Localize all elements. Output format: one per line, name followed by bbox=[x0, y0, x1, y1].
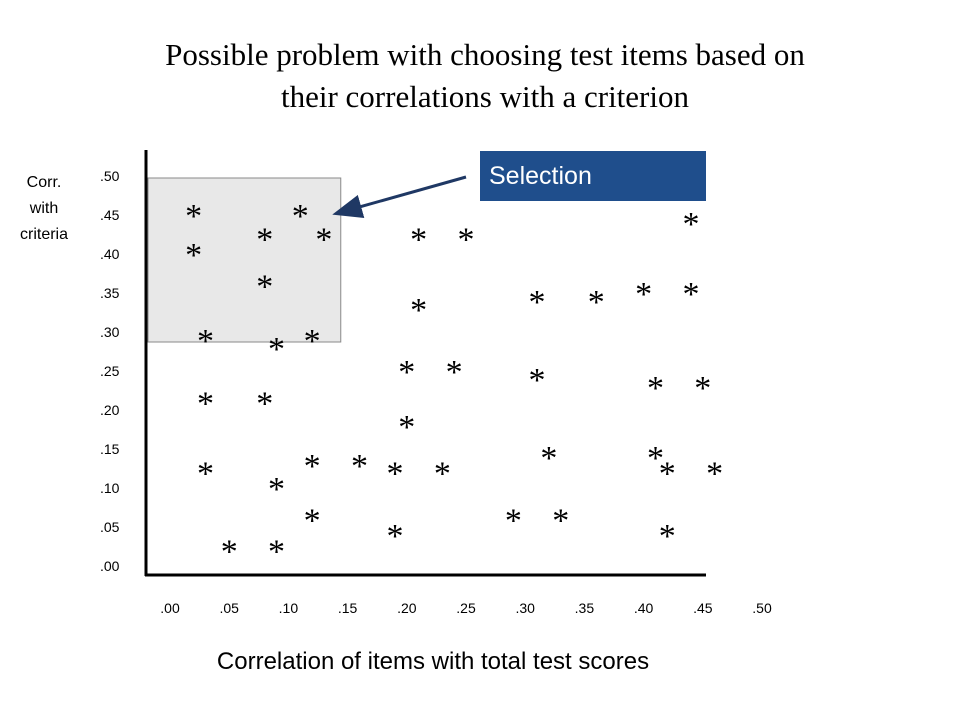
y-tick-label: .10 bbox=[100, 480, 120, 496]
data-point: * bbox=[256, 222, 273, 259]
y-tick-label: .30 bbox=[100, 324, 120, 340]
chart-title-line-1: Possible problem with choosing test item… bbox=[165, 37, 805, 72]
y-tick-label: .05 bbox=[100, 519, 120, 535]
x-tick-label: .35 bbox=[575, 600, 595, 616]
data-point: * bbox=[434, 456, 451, 493]
data-point: * bbox=[410, 222, 427, 259]
y-axis-label-line-2: with bbox=[29, 200, 59, 217]
x-tick-labels: .00 .05 .10 .15 .20 .25 .30 .35 .40 .45 .50 bbox=[160, 600, 772, 616]
data-point: * bbox=[197, 456, 214, 493]
y-tick-label: .00 bbox=[100, 558, 120, 574]
data-point: * bbox=[647, 440, 664, 477]
data-point: * bbox=[588, 284, 605, 321]
data-point: * bbox=[694, 370, 711, 407]
y-tick-label: .25 bbox=[100, 363, 120, 379]
data-point: * bbox=[647, 370, 664, 407]
x-tick-label: .10 bbox=[279, 600, 299, 616]
x-tick-label: .45 bbox=[693, 600, 713, 616]
x-tick-label: .00 bbox=[160, 600, 180, 616]
data-point: * bbox=[682, 276, 699, 313]
data-point: * bbox=[552, 502, 569, 539]
data-point: * bbox=[386, 456, 403, 493]
data-point: * bbox=[185, 198, 202, 235]
x-tick-label: .15 bbox=[338, 600, 358, 616]
data-point: * bbox=[458, 222, 475, 259]
data-point: * bbox=[256, 385, 273, 422]
data-point: * bbox=[304, 448, 321, 485]
data-point: * bbox=[197, 385, 214, 422]
x-tick-label: .25 bbox=[456, 600, 476, 616]
y-tick-label: .40 bbox=[100, 246, 120, 262]
data-point: * bbox=[635, 276, 652, 313]
x-tick-label: .20 bbox=[397, 600, 417, 616]
data-point: * bbox=[398, 409, 415, 446]
x-tick-label: .40 bbox=[634, 600, 654, 616]
y-axis-label: Corr. with criteria bbox=[2, 170, 86, 248]
selection-label: Selection bbox=[489, 161, 592, 190]
data-point: * bbox=[304, 502, 321, 539]
y-tick-label: .20 bbox=[100, 402, 120, 418]
data-point: * bbox=[185, 237, 202, 274]
data-point: * bbox=[682, 206, 699, 243]
data-point: * bbox=[221, 534, 238, 571]
data-point: * bbox=[292, 198, 309, 235]
y-axis-label-line-1: Corr. bbox=[26, 174, 62, 191]
data-point: * bbox=[256, 268, 273, 305]
data-point: * bbox=[268, 471, 285, 508]
selection-region bbox=[147, 177, 342, 343]
data-point: * bbox=[315, 222, 332, 259]
chart-title-line-2: their correlations with a criterion bbox=[280, 79, 689, 114]
x-tick-label: .50 bbox=[752, 600, 772, 616]
data-point: * bbox=[410, 292, 427, 329]
data-point: * bbox=[505, 502, 522, 539]
y-tick-labels: .00 .05 .10 .15 .20 .25 .30 .35 .40 .45 .50 bbox=[100, 168, 120, 574]
data-point: * bbox=[659, 518, 676, 555]
data-point: * bbox=[540, 440, 557, 477]
y-tick-label: .35 bbox=[100, 285, 120, 301]
y-axis-label-line-3: criteria bbox=[19, 226, 68, 243]
x-tick-label: .30 bbox=[515, 600, 535, 616]
selection-label-box: Selection bbox=[480, 151, 706, 201]
data-point: * bbox=[398, 354, 415, 391]
y-tick-label: .15 bbox=[100, 441, 120, 457]
data-point: * bbox=[386, 518, 403, 555]
data-point: * bbox=[706, 456, 723, 493]
x-axis-label: Correlation of items with total test sco… bbox=[216, 648, 650, 675]
y-tick-label: .45 bbox=[100, 207, 120, 223]
data-point: * bbox=[446, 354, 463, 391]
data-point: * bbox=[268, 331, 285, 368]
data-point: * bbox=[529, 284, 546, 321]
data-point: * bbox=[268, 534, 285, 571]
data-point: * bbox=[351, 448, 368, 485]
selection-arrow bbox=[332, 175, 467, 219]
data-point: * bbox=[197, 323, 214, 360]
x-tick-label: .05 bbox=[219, 600, 239, 616]
chart-title: Possible problem with choosing test item… bbox=[60, 34, 910, 118]
data-point: * bbox=[529, 362, 546, 399]
data-point: * bbox=[659, 456, 676, 493]
y-tick-label: .50 bbox=[100, 168, 120, 184]
data-points: * ** **** * ** *** *** ** * * * *** ** ** * * *** * ** ** **… bbox=[185, 198, 723, 570]
data-point: * bbox=[304, 323, 321, 360]
